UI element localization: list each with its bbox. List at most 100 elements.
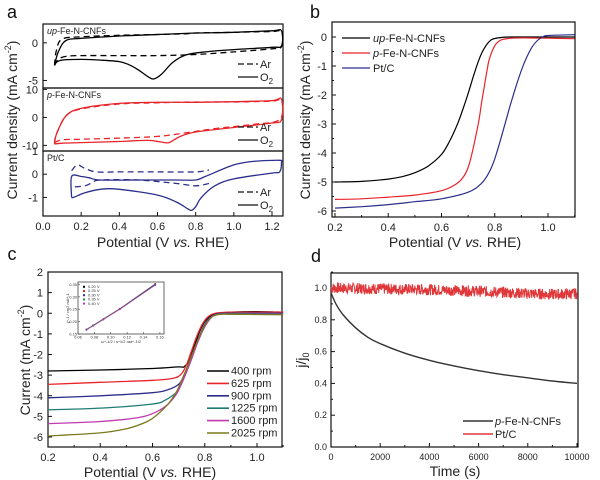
subplot-label-rest: -Fe-N-CNFs — [52, 90, 101, 100]
cv-curve-ar — [71, 164, 210, 173]
lsv-curve-2 — [334, 34, 575, 209]
x-label-italic: vs. — [173, 234, 191, 250]
x-label-part: Potential (V — [389, 234, 465, 250]
label-italic-part: p — [372, 48, 379, 60]
x-tick-label: 0.4 — [112, 221, 127, 233]
y-tick-label: -4 — [317, 148, 327, 160]
label-rest-part: Pt/C — [373, 63, 394, 75]
y-axis-label: Current density (mA cm-2) — [296, 41, 313, 200]
legend-label-o2-sub: 2 — [269, 140, 274, 149]
legend-label: 400 rpm — [231, 366, 271, 378]
y-axis-label: j/j0 — [293, 352, 311, 368]
y-label-part: ) — [17, 305, 33, 310]
y-label-part: ) — [4, 41, 20, 46]
y-tick-label: 0.8 — [314, 315, 327, 325]
y-tick-label: -3 — [33, 370, 43, 382]
y-tick-label: 0 — [37, 308, 43, 320]
legend-label: 1600 rpm — [231, 415, 277, 427]
x-label-italic: vs. — [465, 234, 483, 250]
label-italic-part: up — [373, 33, 385, 45]
panel-d: d 0.0 0.2 0.4 0.6 0.8 1.0 0 2000 4000 6000 8000 1000… — [293, 246, 590, 479]
inset-legend-label: 0.35 V — [88, 297, 100, 302]
rpm-curve-1 — [47, 311, 284, 386]
inset-legend-marker — [83, 302, 85, 305]
inset-x-axis-label: ω^-1/2 / s^1/2 rad^-1/2 — [101, 339, 142, 344]
y-label-superscript: -2 — [16, 309, 26, 317]
legend-label: 625 rpm — [231, 378, 271, 390]
y-label-part: Current (mA cm — [17, 317, 33, 415]
x-tick-label: 0.4 — [93, 452, 108, 464]
inset-kl-plot: 0.06 0.08 0.10 0.12 0.14 0.16 0.15 0.20 0.25 0.30… — [65, 281, 165, 344]
legend-label-o2: O2 — [260, 200, 274, 214]
panel-label: c — [8, 244, 17, 264]
y-tick-label: 1 — [37, 288, 43, 300]
panel-label: d — [311, 246, 321, 266]
inset-y-tick-label: 0.35 — [69, 282, 78, 287]
subplot-frame — [42, 150, 284, 217]
inset-legend-marker — [83, 285, 85, 288]
y-tick-label: 0.4 — [314, 378, 327, 388]
y-tick-label: -1 — [317, 61, 327, 73]
cv-curve-o2 — [53, 28, 284, 80]
legend-label-o2-main: O — [260, 200, 269, 212]
x-tick-label: 1.0 — [540, 222, 555, 234]
y-tick-label: 0.2 — [314, 410, 327, 420]
x-label-part: RHE) — [191, 234, 229, 250]
legend-label-o2-main: O — [260, 72, 269, 84]
x-tick-label: 0.6 — [434, 222, 449, 234]
x-tick-label: 0.2 — [74, 221, 89, 233]
y-label-subscript: 0 — [301, 352, 311, 357]
label-italic-part: p — [494, 416, 501, 428]
y-label-part: Current density (mA cm — [4, 53, 20, 199]
inset-y-tick-label: 0.30 — [69, 294, 78, 299]
x-tick-label: 4000 — [419, 452, 439, 462]
inset-x-tick-label: 0.08 — [90, 335, 99, 340]
y-tick-label: 0.0 — [314, 442, 327, 452]
x-axis-label: Potential (V vs. RHE) — [84, 464, 216, 480]
y-tick-label: 2 — [37, 267, 43, 279]
panel-label: a — [7, 2, 18, 22]
subplot-label: p-Fe-N-CNFs — [46, 90, 102, 100]
x-tick-label: 10000 — [564, 452, 589, 462]
panel-a: a 0-5up-Fe-N-CNFsArO2100-10p-Fe-N-CNFsArO… — [3, 2, 284, 250]
x-label-part: RHE) — [178, 464, 216, 480]
x-tick-label: 1.2 — [264, 221, 279, 233]
legend-label: 2025 rpm — [231, 428, 277, 440]
legend-label: 900 rpm — [231, 390, 271, 402]
lsv-curve-0 — [334, 36, 575, 183]
y-tick-label: 1.0 — [314, 283, 327, 293]
y-tick-label: -2 — [317, 90, 327, 102]
inset-x-tick-label: 0.10 — [107, 335, 116, 340]
x-tick-label: 0.8 — [487, 222, 502, 234]
x-tick-label: 2000 — [370, 452, 390, 462]
x-tick-label: 0.0 — [35, 221, 50, 233]
x-label-part: RHE) — [483, 234, 521, 250]
panel-c: c 2 1 0 -1 -2 -3 -4 -5 -6 0.2 0.4 0.6 0.8 1.0 400 rpm62… — [8, 244, 284, 480]
legend-label-ar: Ar — [260, 187, 271, 199]
inset-point — [85, 329, 88, 331]
inset-legend-marker — [83, 298, 85, 301]
y-tick-label: -1 — [28, 192, 38, 204]
x-label-part: Potential (V — [97, 234, 173, 250]
legend-label-o2-sub: 2 — [269, 77, 274, 86]
x-tick-label: 0.6 — [145, 452, 160, 464]
subplot-label-rest: Pt/C — [47, 153, 65, 163]
x-label-italic: vs. — [160, 464, 178, 480]
x-tick-label: 0 — [328, 452, 333, 462]
x-tick-label: 6000 — [469, 452, 489, 462]
inset-legend-label: 0.25 V — [88, 288, 100, 293]
label-rest-part: -Fe-N-CNFs — [501, 416, 561, 428]
legend-label-o2-sub: 2 — [269, 205, 274, 214]
x-tick-label: 1.0 — [226, 221, 241, 233]
x-tick-label: 8000 — [518, 452, 538, 462]
x-tick-label: 1.0 — [249, 452, 264, 464]
label-rest-part: Pt/C — [495, 429, 516, 441]
inset-legend-label: 0.20 V — [88, 284, 100, 289]
x-axis-label: Potential (V vs. RHE) — [389, 234, 521, 250]
label-rest-part: -Fe-N-CNFs — [385, 33, 445, 45]
x-tick-label: 0.4 — [381, 222, 396, 234]
